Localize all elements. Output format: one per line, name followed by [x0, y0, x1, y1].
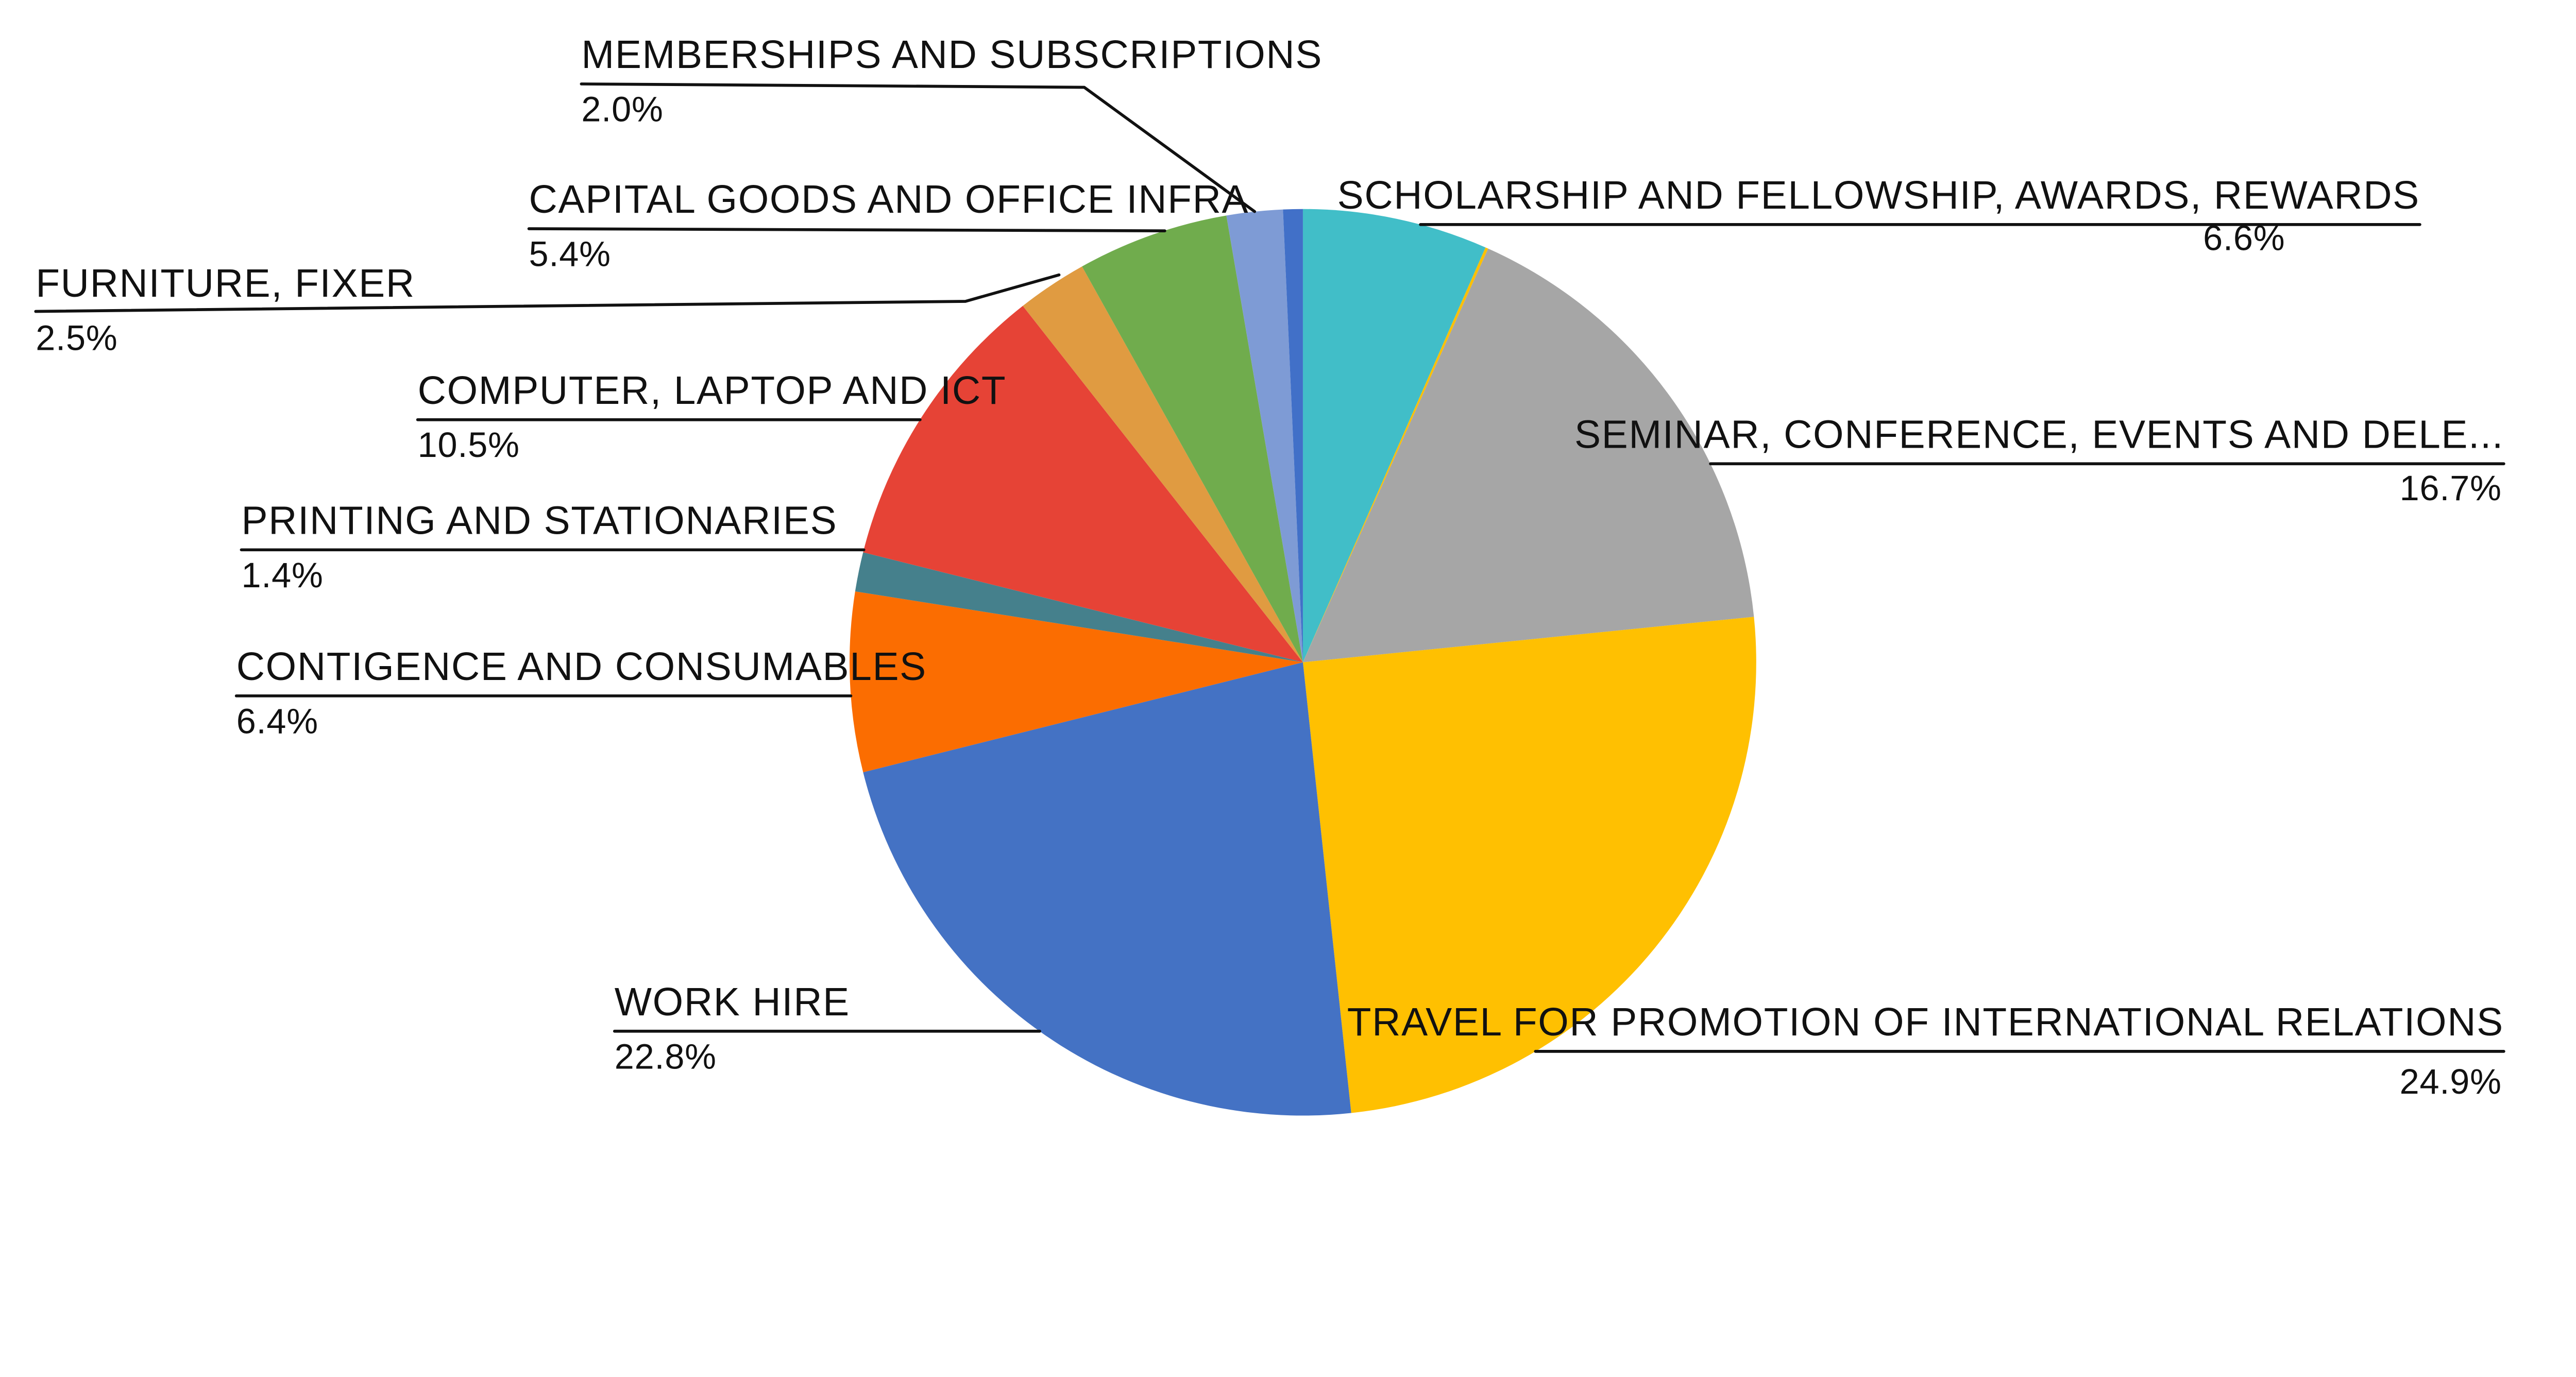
slice-label-travel-promotion-international-relations: TRAVEL FOR PROMOTION OF INTERNATIONAL RE… — [1347, 1000, 2504, 1044]
pie-slice-capital-goods-and-office-infra — [1082, 215, 1303, 662]
pie-slice-furniture-fixer — [1023, 266, 1303, 662]
pie-slice-seminar-conference-events-dele — [1302, 248, 1754, 662]
leader-line-memberships-and-subscriptions — [580, 82, 1257, 213]
pie-slice-work-hire — [863, 662, 1351, 1116]
slice-label-furniture-fixer: FURNITURE, FIXER — [36, 262, 415, 305]
slice-label-capital-goods-and-office-infra: CAPITAL GOODS AND OFFICE INFRA — [529, 178, 1249, 222]
pie-slice-scholarship-fellowship-awards-rewards — [1302, 209, 1486, 662]
pie-slice-computer-laptop-and-ict — [863, 305, 1303, 662]
slice-pct-contigence-and-consumables: 6.4% — [236, 701, 318, 741]
pie-slice-memberships-and-subscriptions — [1226, 209, 1303, 662]
slice-pct-printing-and-stationaries: 1.4% — [241, 555, 323, 595]
leader-line-capital-goods-and-office-infra — [527, 227, 1166, 232]
slice-label-seminar-conference-events-dele: SEMINAR, CONFERENCE, EVENTS AND DELE... — [1574, 413, 2504, 456]
pie-slice-unlabeled-blue-sliver — [1283, 209, 1303, 662]
pie-slice-printing-and-stationaries — [855, 552, 1303, 662]
slice-pct-work-hire: 22.8% — [615, 1036, 717, 1076]
slice-labels-group: SCHOLARSHIP AND FELLOWSHIP, AWARDS, REWA… — [36, 33, 2504, 1101]
slice-label-printing-and-stationaries: PRINTING AND STATIONARIES — [241, 499, 837, 542]
slice-label-contigence-and-consumables: CONTIGENCE AND CONSUMABLES — [236, 645, 927, 689]
leader-line-furniture-fixer — [34, 273, 1061, 313]
slice-pct-computer-laptop-and-ict: 10.5% — [418, 425, 520, 465]
slice-pct-capital-goods-and-office-infra: 5.4% — [529, 234, 611, 274]
slice-label-memberships-and-subscriptions: MEMBERSHIPS AND SUBSCRIPTIONS — [581, 33, 1323, 77]
pie-slice-unlabeled-yellow-sliver — [1302, 247, 1488, 662]
pie-slice-contigence-and-consumables — [850, 591, 1303, 773]
slice-pct-furniture-fixer: 2.5% — [36, 318, 117, 358]
slice-pct-seminar-conference-events-dele: 16.7% — [2400, 468, 2502, 508]
pie-slice-travel-promotion-international-relations — [1302, 617, 1756, 1113]
slice-label-scholarship-fellowship-awards-rewards: SCHOLARSHIP AND FELLOWSHIP, AWARDS, REWA… — [1337, 174, 2420, 217]
slice-pct-travel-promotion-international-relations: 24.9% — [2400, 1062, 2502, 1101]
slice-pct-memberships-and-subscriptions: 2.0% — [581, 89, 663, 129]
leader-lines-group — [34, 82, 2505, 1053]
pie-chart-svg: SCHOLARSHIP AND FELLOWSHIP, AWARDS, REWA… — [34, 33, 2505, 1116]
slice-label-computer-laptop-and-ict: COMPUTER, LAPTOP AND ICT — [418, 369, 1007, 413]
slice-label-work-hire: WORK HIRE — [615, 980, 850, 1024]
slice-pct-scholarship-fellowship-awards-rewards: 6.6% — [2203, 218, 2285, 258]
pie-slices-group — [850, 209, 1756, 1116]
